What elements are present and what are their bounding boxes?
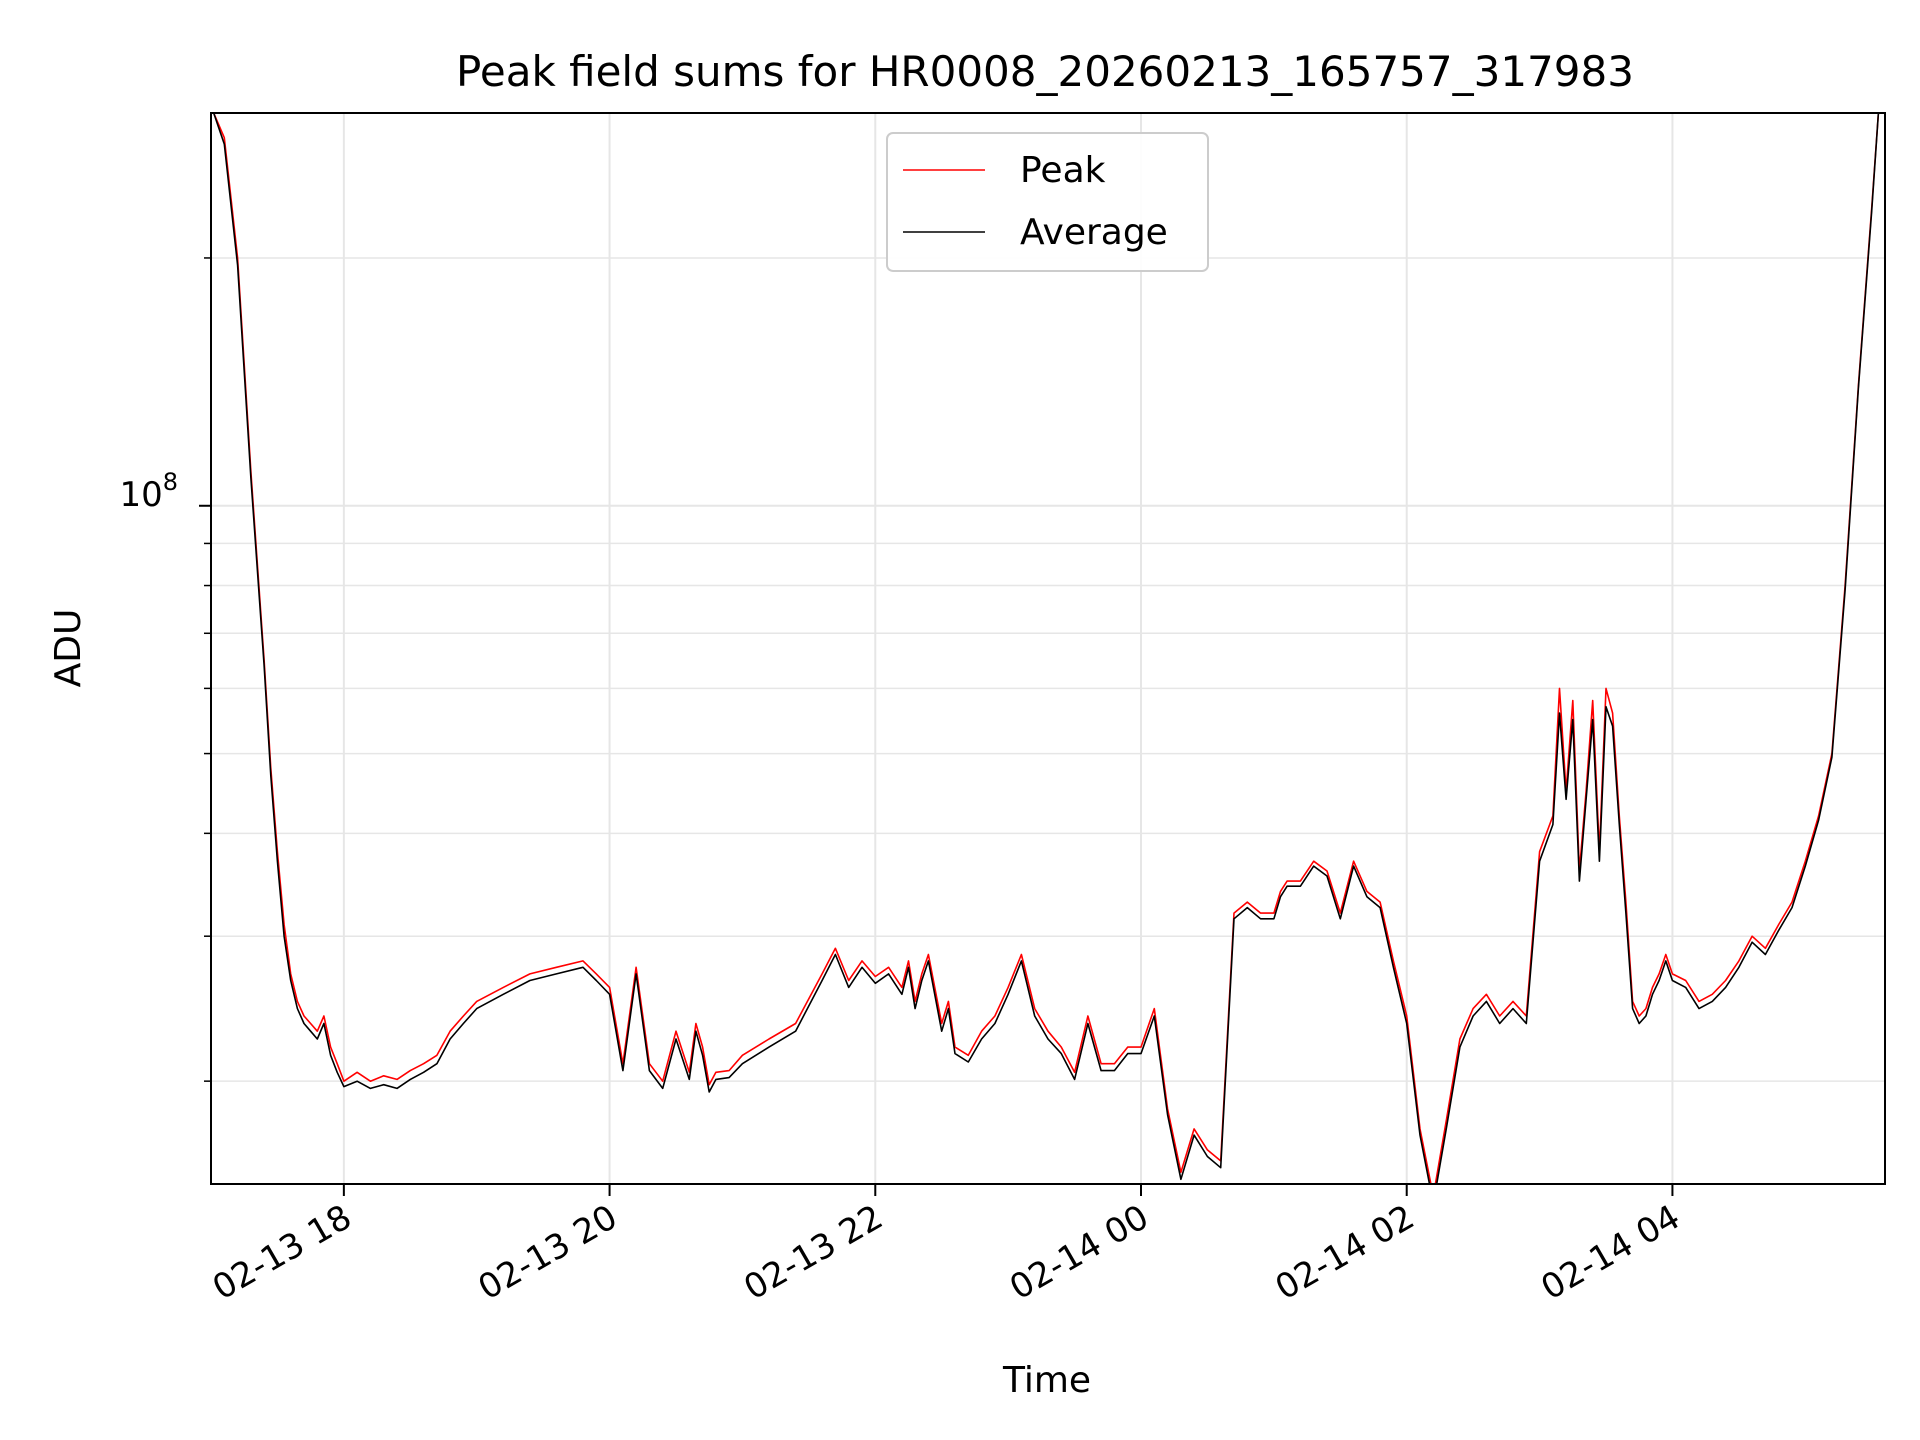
plot-frame <box>210 112 1886 1185</box>
plot-lines <box>212 113 1880 1184</box>
legend-label-peak: Peak <box>1020 150 1106 191</box>
y-tick-label-1e8: 108 <box>119 468 178 515</box>
grid <box>211 113 1885 1184</box>
y-axis-label: ADU <box>48 609 89 688</box>
y-tick-exponent: 8 <box>163 468 178 496</box>
legend: Peak Average <box>886 132 1209 272</box>
x-axis-label: Time <box>1002 1360 1091 1401</box>
series-line-average <box>212 113 1880 1184</box>
chart-title: Peak field sums for HR0008_20260213_1657… <box>456 47 1634 96</box>
legend-box <box>886 132 1209 272</box>
legend-label-average: Average <box>1020 212 1168 253</box>
y-axis: 108 <box>119 257 211 1082</box>
y-tick-mantissa: 10 <box>119 475 162 515</box>
